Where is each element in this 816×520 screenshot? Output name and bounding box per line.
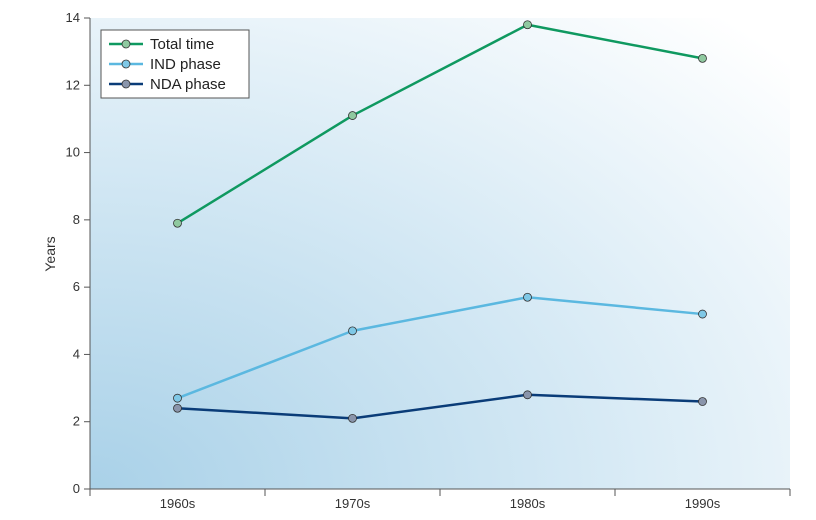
- y-tick-label-10: 10: [66, 145, 80, 160]
- y-tick-label-6: 6: [73, 279, 80, 294]
- y-tick-label-2: 2: [73, 414, 80, 429]
- y-tick-label-12: 12: [66, 77, 80, 92]
- series-line-total-time: [176, 23, 703, 225]
- x-tick-label-1980s: 1980s: [510, 496, 546, 511]
- axes: 0 2 4 6 8 10 12 14 1960s 1970s 1980s 1990s: [66, 10, 791, 511]
- data-point-ind-phase-1970s: [348, 326, 357, 336]
- y-tick-label-4: 4: [73, 346, 80, 361]
- legend-marker-nda-phase: [121, 79, 131, 89]
- legend-marker-ind-phase: [121, 59, 131, 69]
- y-tick-label-0: 0: [73, 481, 80, 496]
- x-tick-label-1970s: 1970s: [335, 496, 371, 511]
- data-point-total-time-1970s: [348, 111, 357, 120]
- data-point-nda-phase-1990s: [698, 397, 707, 406]
- series-line-nda-phase: [177, 393, 703, 420]
- data-point-ind-phase-1980s: [523, 292, 532, 302]
- data-point-nda-phase-1970s: [348, 413, 357, 423]
- data-point-nda-phase-1980s: [523, 390, 532, 400]
- x-tick-label-1960s: 1960s: [160, 496, 196, 511]
- y-axis-label: Years: [42, 236, 58, 271]
- series-layer: [173, 20, 707, 423]
- data-point-total-time-1960s: [173, 218, 182, 228]
- y-tick-label-8: 8: [73, 212, 80, 227]
- legend: Total time IND phase NDA phase: [100, 29, 250, 99]
- y-tick-label-14: 14: [66, 10, 80, 25]
- x-tick-label-1990s: 1990s: [685, 496, 721, 511]
- data-point-total-time-1990s: [698, 53, 707, 63]
- legend-label-nda-phase: NDA phase: [150, 76, 226, 93]
- legend-marker-total-time: [121, 39, 131, 49]
- legend-label-ind-phase: IND phase: [150, 56, 221, 73]
- data-point-nda-phase-1960s: [173, 403, 182, 413]
- series-line-ind-phase: [177, 295, 703, 400]
- legend-label-total-time: Total time: [150, 36, 214, 53]
- data-point-ind-phase-1990s: [698, 309, 707, 319]
- data-point-total-time-1980s: [523, 20, 532, 30]
- data-point-ind-phase-1960s: [173, 393, 182, 403]
